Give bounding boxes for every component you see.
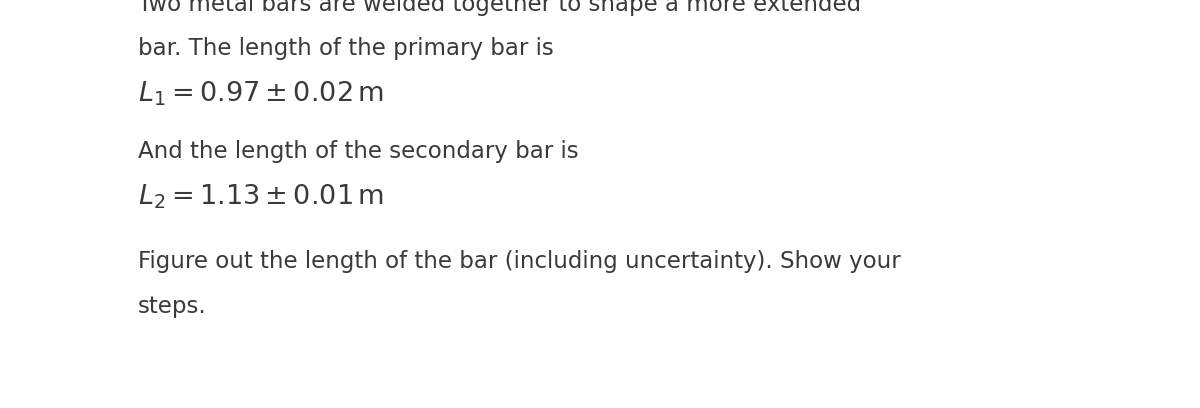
Text: Two metal bars are welded together to shape a more extended: Two metal bars are welded together to sh… — [138, 0, 862, 16]
Text: steps.: steps. — [138, 295, 206, 318]
Text: $\mathit{L}_1 = 0.97 \pm 0.02\,\mathrm{m}$: $\mathit{L}_1 = 0.97 \pm 0.02\,\mathrm{m… — [138, 80, 384, 108]
Text: Figure out the length of the bar (including uncertainty). Show your: Figure out the length of the bar (includ… — [138, 250, 901, 273]
Text: bar. The length of the primary bar is: bar. The length of the primary bar is — [138, 37, 553, 60]
Text: And the length of the secondary bar is: And the length of the secondary bar is — [138, 140, 578, 163]
Text: $\mathit{L}_2 = 1.13 \pm 0.01\,\mathrm{m}$: $\mathit{L}_2 = 1.13 \pm 0.01\,\mathrm{m… — [138, 182, 384, 211]
